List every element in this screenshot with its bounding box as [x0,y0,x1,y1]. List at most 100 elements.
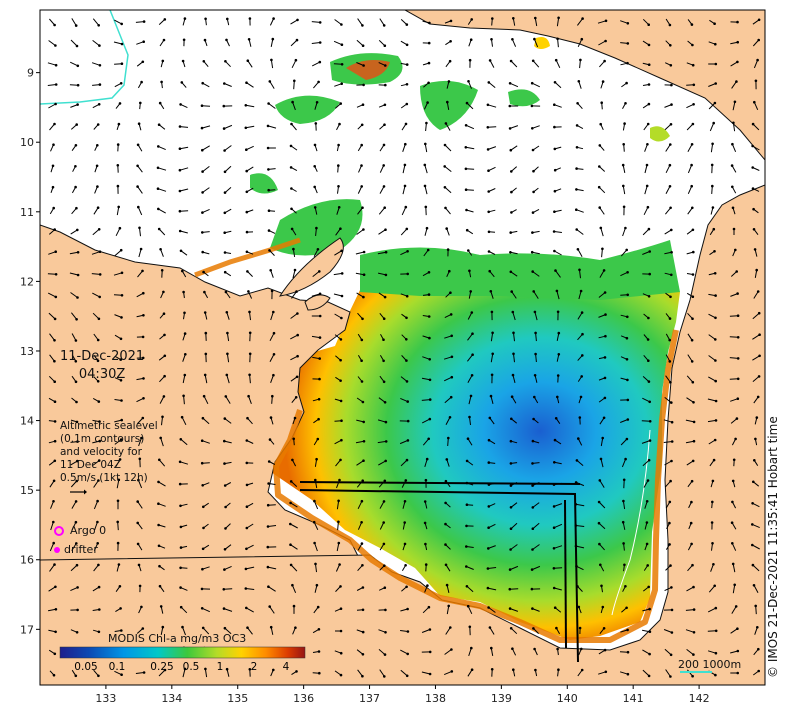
velocity-vector-head [557,331,561,335]
velocity-vector [665,375,671,383]
velocity-vector-head [691,63,695,67]
velocity-vector [182,354,186,362]
velocity-vector [268,586,276,592]
velocity-vector-head [626,398,630,402]
velocity-vector-head [338,563,341,566]
velocity-vector-head [692,439,696,443]
velocity-vector-head [360,359,363,363]
velocity-vector-head [710,521,714,524]
velocity-vector-head [689,521,693,525]
velocity-vector [246,82,254,88]
velocity-vector [357,522,363,530]
velocity-vector-head [733,583,736,587]
velocity-vector-head [491,331,494,335]
velocity-vector-head [531,506,535,509]
velocity-vector-head [203,311,207,314]
velocity-vector [249,311,251,321]
velocity-vector-head [736,671,739,675]
velocity-vector-head [713,584,716,588]
velocity-vector [488,82,496,88]
velocity-vector [204,668,208,678]
velocity-vector-head [272,331,276,335]
velocity-vector-head [183,332,187,335]
velocity-vector-head [626,22,630,25]
velocity-vector [621,458,627,468]
velocity-vector-head [314,478,317,482]
velocity-vector-head [316,248,320,251]
velocity-vector-head [96,520,99,524]
velocity-vector [93,564,99,572]
velocity-vector-head [269,625,273,629]
velocity-vector-head [245,505,249,509]
velocity-vector-head [272,353,276,356]
velocity-vector-head [222,607,226,610]
velocity-vector-head [294,58,298,62]
latitude-tick-label: 13 [20,345,34,358]
velocity-vector [444,186,452,194]
velocity-vector [268,103,276,109]
velocity-vector [333,40,343,46]
velocity-vector [136,41,144,45]
legend-line: (0.1m contours) [60,433,145,445]
velocity-vector [445,207,451,215]
velocity-vector-head [292,437,296,441]
velocity-vector-head [530,250,534,254]
velocity-vector-head [293,416,297,420]
velocity-vector-head [223,211,227,215]
velocity-vector-head [626,628,629,632]
velocity-vector [466,189,474,191]
velocity-vector-head [224,527,227,530]
velocity-vector-head [244,104,248,107]
velocity-vector-head [425,121,428,125]
velocity-vector [644,144,648,152]
velocity-vector [223,608,233,612]
velocity-vector [377,251,387,255]
velocity-vector [553,545,563,549]
velocity-vector-head [247,38,251,41]
velocity-vector-head [53,359,56,363]
velocity-vector-head [711,142,714,146]
velocity-vector-head [74,165,77,168]
velocity-vector [225,396,231,404]
velocity-vector [378,649,386,655]
velocity-vector-head [752,584,756,587]
velocity-vector [270,59,274,69]
velocity-vector [311,293,321,297]
velocity-vector-head [757,311,761,315]
velocity-vector [311,21,321,23]
velocity-vector-head [534,352,537,356]
velocity-vector-head [648,630,652,633]
velocity-vector [49,18,55,26]
velocity-vector-head [756,58,759,62]
velocity-vector-head [361,103,365,106]
velocity-vector-head [142,377,145,380]
velocity-vector-head [142,397,145,400]
velocity-vector-head [449,626,452,629]
velocity-vector-head [714,82,717,85]
velocity-vector-head [97,317,101,321]
velocity-vector-head [53,563,56,566]
velocity-vector-head [603,396,607,400]
velocity-vector [270,375,274,383]
velocity-vector [71,18,77,26]
velocity-vector-head [337,164,340,167]
velocity-vector-head [668,521,671,525]
velocity-vector-head [668,500,672,504]
velocity-vector-head [736,627,739,630]
velocity-vector-head [757,38,760,42]
velocity-vector [665,669,671,677]
velocity-vector-head [98,64,102,67]
velocity-vector-head [464,188,468,191]
velocity-vector [600,227,604,237]
velocity-vector-head [490,646,493,650]
velocity-vector-head [203,290,206,294]
velocity-vector-head [140,605,143,609]
velocity-vector-head [95,164,99,168]
velocity-vector-head [731,185,734,189]
velocity-vector [729,315,739,317]
velocity-vector-head [76,273,80,277]
velocity-vector [158,208,166,214]
velocity-vector [335,459,341,467]
velocity-vector-head [670,251,673,254]
velocity-vector-head [138,226,141,230]
